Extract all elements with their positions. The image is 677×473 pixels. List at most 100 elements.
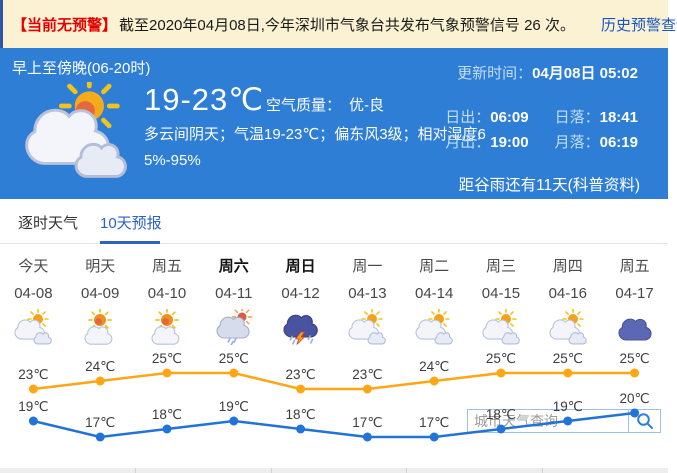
light-rain-icon — [200, 308, 267, 349]
forecast-day-column[interactable]: 周日 04-12 — [267, 244, 334, 349]
day-name: 今天 — [18, 258, 49, 275]
tab-hourly-weather[interactable]: 逐时天气 — [18, 215, 79, 232]
forecast-day-column[interactable]: 周二 04-14 — [401, 244, 468, 349]
partly-cloudy-icon — [534, 308, 601, 349]
forecast-day-column[interactable]: 周五 04-17 — [601, 244, 668, 349]
daily-high-point — [496, 368, 506, 378]
daily-low-label: 19℃ — [553, 399, 583, 414]
bottom-section-edge — [0, 468, 668, 473]
alert-status-label: 【当前无预警】 — [12, 16, 118, 34]
sunset-label: 日落： — [554, 109, 600, 126]
day-date: 04-17 — [615, 285, 654, 302]
tab-ten-day-forecast[interactable]: 10天预报 — [100, 215, 162, 232]
mostly-sunny-icon — [134, 308, 201, 349]
forecast-day-column[interactable]: 周四 04-16 — [534, 244, 601, 349]
daily-high-label: 25℃ — [620, 351, 650, 366]
daily-high-point — [28, 384, 38, 394]
day-date: 04-09 — [81, 285, 120, 302]
active-tab-underline — [100, 241, 160, 244]
day-name: 周二 — [419, 258, 450, 275]
alert-summary-text: 截至2020年04月08日,今年深圳市气象台共发布气象预警信号 26 次。 — [119, 16, 575, 34]
daily-low-label: 19℃ — [18, 399, 48, 414]
moonset-label: 月落： — [554, 134, 600, 151]
forecast-day-column[interactable]: 周六 04-11 — [200, 244, 267, 349]
daily-low-label: 18℃ — [486, 407, 516, 422]
temperature-chart: 23℃ 24℃ 25℃ 25℃ 23℃ 23℃ 24℃ 25℃ 25℃ 25℃ 19℃ 17℃ 18℃ 1… — [18, 351, 650, 442]
daily-low-label: 17℃ — [419, 415, 449, 430]
forecast-day-column[interactable]: 周一 04-13 — [334, 244, 401, 349]
daily-low-point — [362, 432, 372, 442]
day-date: 04-13 — [348, 285, 387, 302]
alert-banner: 【当前无预警】 截至2020年04月08日,今年深圳市气象台共发布气象预警信号 … — [0, 0, 677, 48]
daily-high-line — [33, 371, 635, 391]
forecast-day-column[interactable]: 今天 04-08 — [0, 244, 67, 349]
daily-low-point — [296, 424, 306, 434]
update-time: 更新时间：04月08日 05:02 — [457, 62, 638, 83]
forecast-day-column[interactable]: 明天 04-09 — [67, 244, 134, 349]
daily-high-point — [563, 368, 573, 378]
forecast-period-label: 早上至傍晚(06-20时) — [12, 60, 151, 77]
update-time-label: 更新时间： — [457, 65, 533, 82]
daily-low-point — [630, 408, 640, 418]
air-quality-value: 优-良 — [349, 97, 385, 114]
daily-high-label: 25℃ — [553, 351, 583, 366]
partly-cloudy-icon — [401, 308, 468, 349]
history-alert-link[interactable]: 历史预警查询 — [600, 16, 677, 34]
sunrise-label: 日出： — [445, 109, 491, 126]
forecast-columns: 今天 04-08 明天 04-09 周五 04-10 周六 04-11 周日 04-12 周一 04-… — [0, 244, 668, 349]
day-date: 04-14 — [414, 285, 454, 302]
weather-description: 多云间阴天；气温19-23℃；偏东风3级；相对湿度65%-95% — [144, 126, 486, 169]
daily-high-point — [162, 368, 172, 378]
air-quality: 空气质量： 优-良 — [266, 94, 384, 115]
air-quality-label: 空气质量： — [266, 97, 342, 114]
daily-high-point — [429, 376, 439, 386]
day-date: 04-08 — [14, 285, 53, 302]
daily-low-point — [162, 424, 172, 434]
sunset-value: 18:41 — [599, 109, 638, 126]
current-weather-icon — [22, 79, 132, 182]
day-name: 周三 — [485, 258, 516, 275]
column-divider — [135, 468, 136, 473]
partly-cloudy-icon — [0, 308, 67, 349]
sunrise-sunset-row: 日出：06:09 日落：18:41 — [445, 105, 638, 130]
daily-high-label: 23℃ — [18, 367, 48, 382]
day-date: 04-12 — [281, 285, 320, 302]
daily-low-label: 19℃ — [219, 399, 249, 414]
moonset-value: 06:19 — [599, 134, 638, 151]
day-name: 周五 — [619, 258, 650, 275]
forecast-day-column[interactable]: 周五 04-10 — [134, 244, 201, 349]
daily-low-line — [33, 411, 635, 439]
daily-low-point — [229, 416, 239, 426]
daily-low-label: 18℃ — [286, 407, 316, 422]
column-divider — [542, 468, 543, 473]
daily-high-point — [362, 384, 372, 394]
forecast-day-column[interactable]: 周三 04-15 — [468, 244, 535, 349]
thunderstorm-icon — [267, 309, 334, 349]
partly-cloudy-icon — [334, 308, 401, 349]
daily-low-point — [496, 424, 506, 434]
sun-moon-times: 日出：06:09 日落：18:41 月出：19:00 月落：06:19 — [445, 105, 638, 155]
mostly-sunny-icon — [67, 308, 134, 349]
day-date: 04-16 — [548, 285, 587, 302]
daily-low-point — [563, 416, 573, 426]
moonrise-moonset-row: 月出：19:00 月落：06:19 — [445, 130, 638, 155]
daily-low-label: 18℃ — [152, 407, 182, 422]
moonrise-value: 19:00 — [490, 134, 529, 151]
daily-low-point — [28, 416, 38, 426]
solar-term-countdown-link[interactable]: 距谷雨还有11天(科普资料) — [458, 177, 640, 194]
daily-high-label: 24℃ — [419, 359, 449, 374]
daily-high-label: 25℃ — [152, 351, 182, 366]
column-divider — [271, 468, 272, 473]
overcast-icon — [601, 309, 668, 349]
sunrise-value: 06:09 — [490, 109, 529, 126]
daily-low-point — [429, 432, 439, 442]
day-name: 周六 — [218, 258, 249, 275]
day-date: 04-10 — [147, 285, 187, 302]
city-weather-search-input[interactable] — [467, 409, 629, 433]
daily-low-label: 17℃ — [85, 415, 115, 430]
daily-high-point — [229, 368, 239, 378]
daily-low-label: 20℃ — [620, 391, 650, 406]
day-date: 04-11 — [215, 285, 253, 302]
daily-low-label: 17℃ — [352, 415, 382, 430]
ten-day-forecast-section: 今天 04-08 明天 04-09 周五 04-10 周六 04-11 周日 04-12 周一 04-… — [0, 244, 668, 473]
